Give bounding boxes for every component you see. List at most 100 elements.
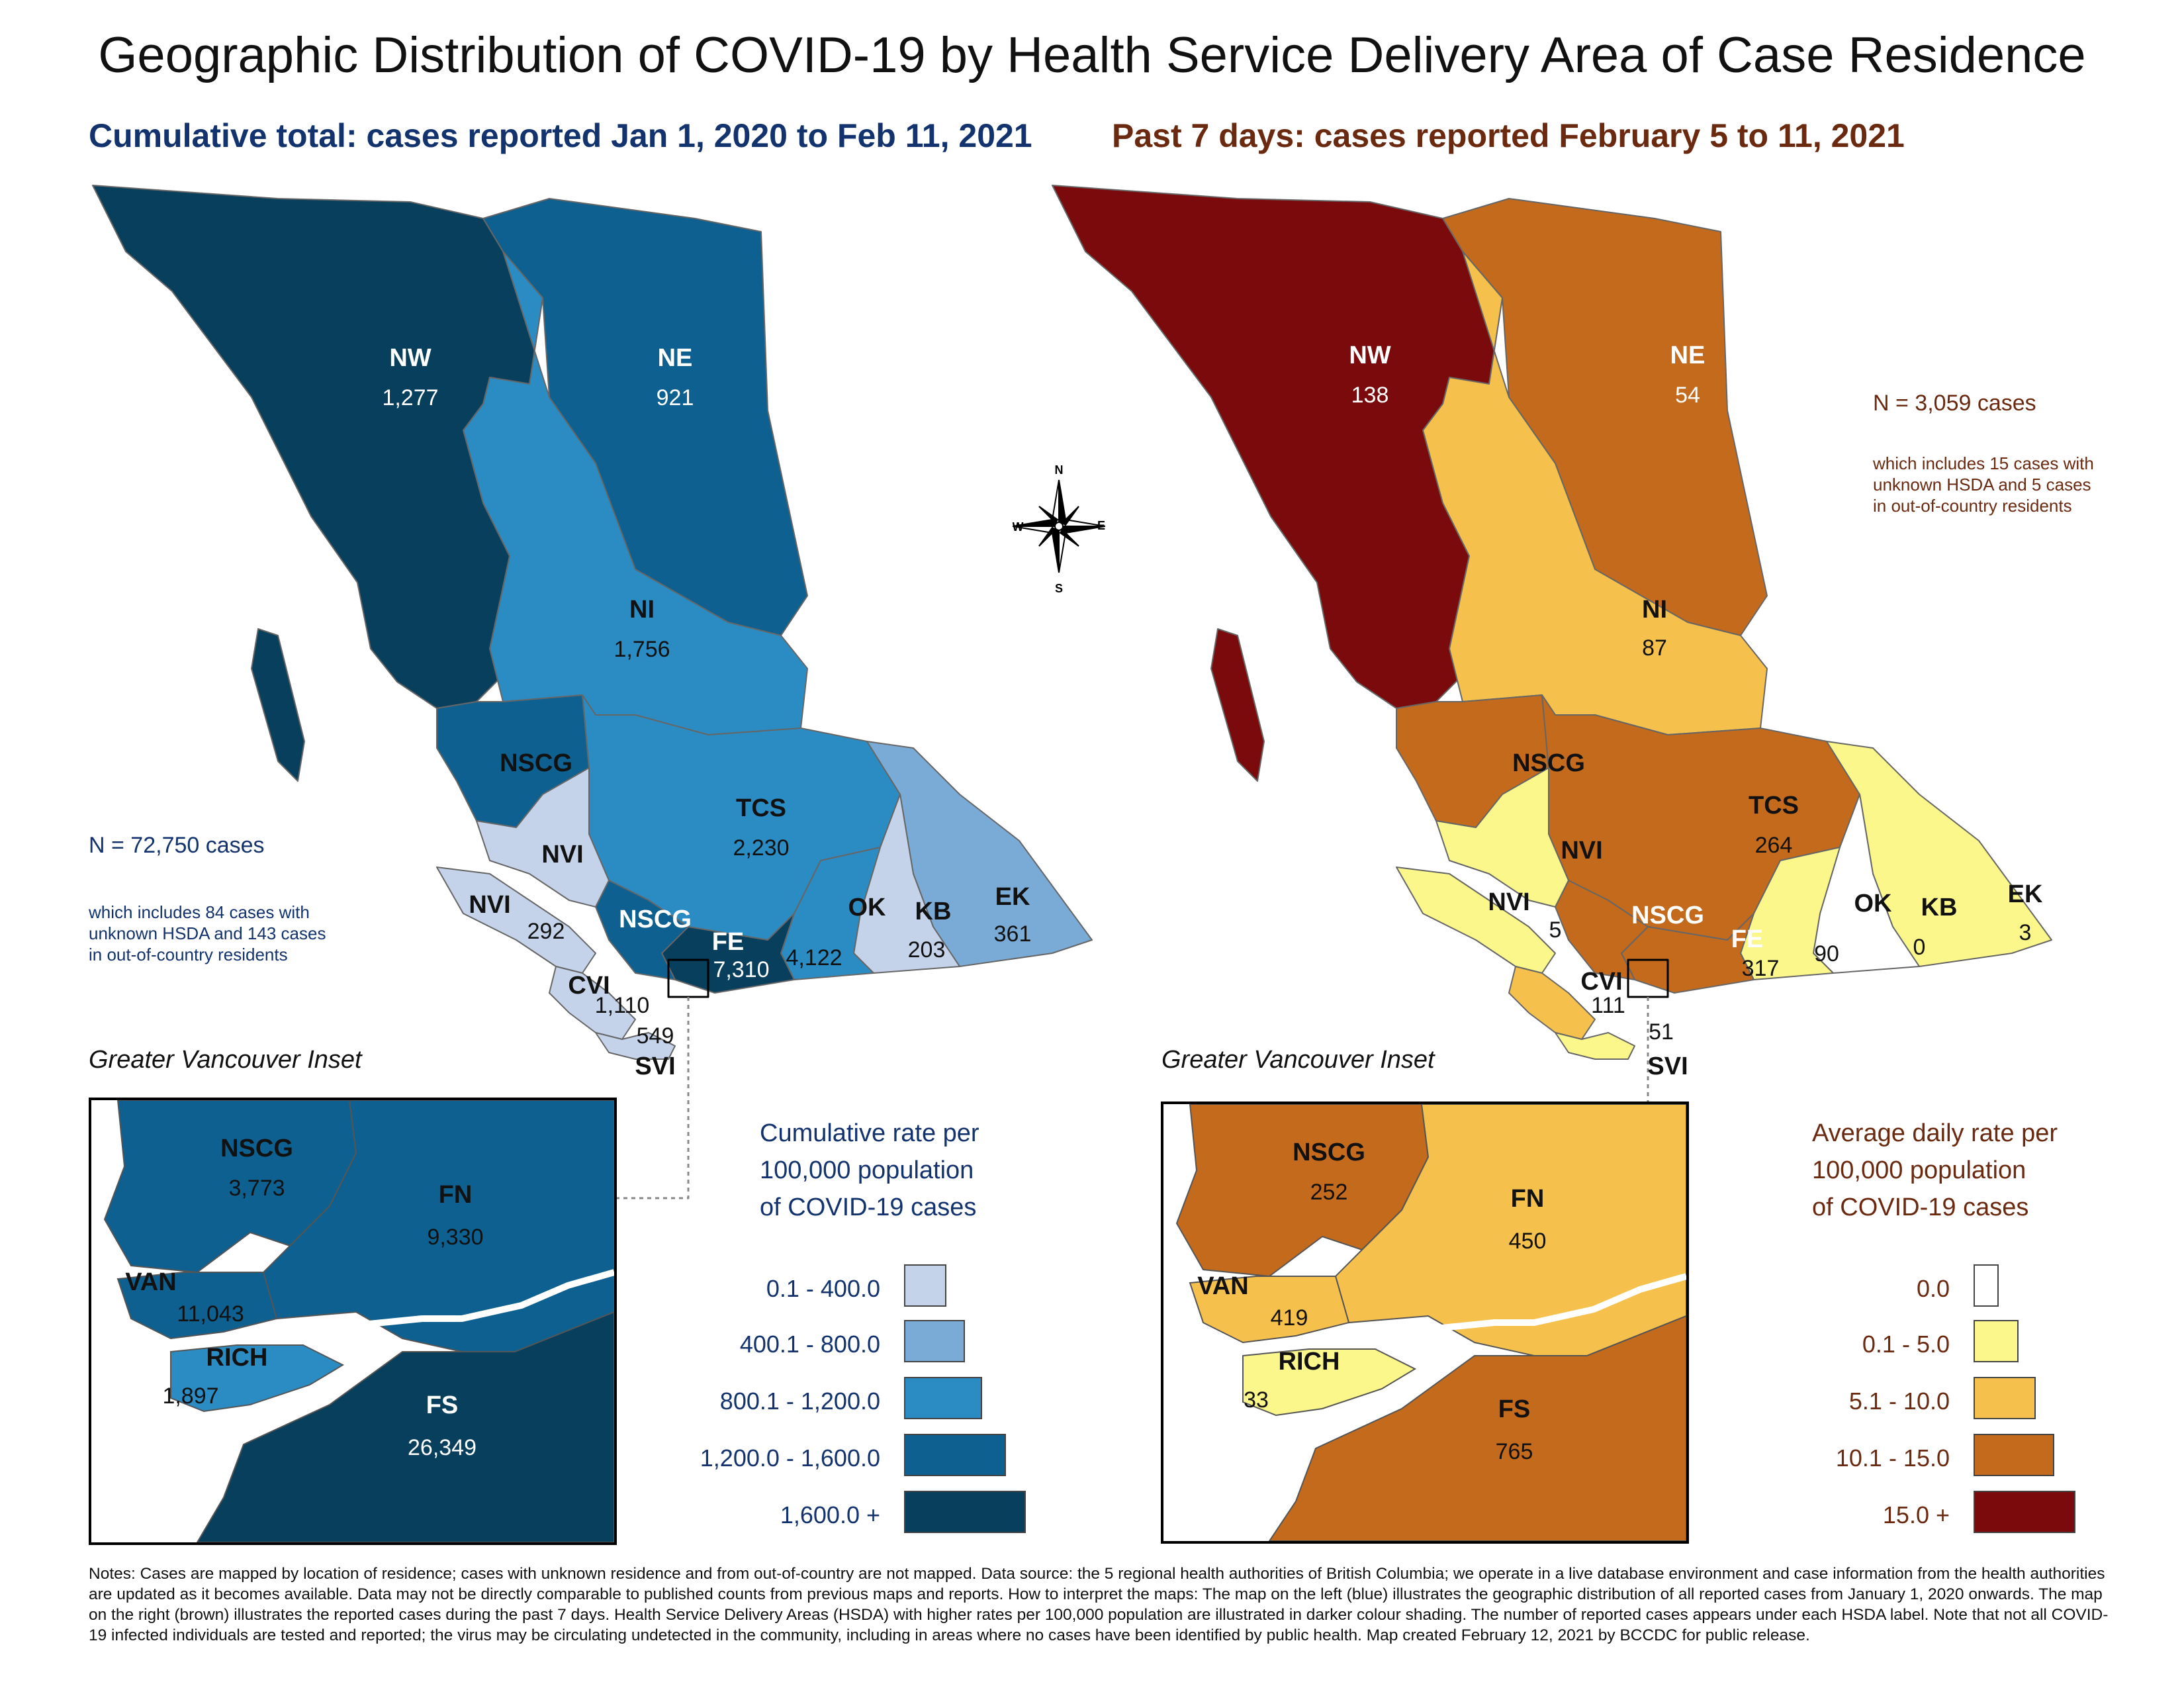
left-subtitle: Cumulative total: cases reported Jan 1, … (89, 117, 1032, 154)
left-label-NSCG-south: NSCG (619, 906, 692, 933)
left-value-KB: 203 (907, 937, 946, 962)
right-label-EK: EK (2007, 880, 2043, 908)
right-map (1052, 185, 2052, 1199)
left-region-NW-island (251, 628, 305, 782)
left-value-TCS: 2,230 (733, 835, 790, 861)
left-inset-FN (262, 1100, 614, 1352)
right-label-NSCG-north: NSCG (1512, 749, 1585, 777)
right-label-FE: FE (1731, 925, 1764, 953)
left-label-NVI-mainland: NVI (541, 841, 584, 868)
right-legend-swatch (1974, 1377, 2036, 1419)
right-inset-value-NSCG: 252 (1310, 1180, 1348, 1205)
right-region-NSCG-south (1555, 880, 1649, 980)
right-legend-swatch (1974, 1434, 2054, 1476)
left-region-NVI-mainland (476, 767, 610, 908)
left-legend-title-line: Cumulative rate per (760, 1119, 979, 1147)
left-inset-RICH (170, 1344, 345, 1413)
left-inset-FS (196, 1311, 614, 1542)
right-value-CVI: 111 (1591, 993, 1625, 1018)
compass-n: N (1055, 463, 1064, 477)
right-inset: NSCG 252 FN 450 VAN 419 RICH 33 FS 765 (1161, 1102, 1689, 1544)
left-region-SVI (595, 1032, 676, 1060)
right-legend-swatch (1974, 1264, 1999, 1307)
right-inset-FS (1268, 1315, 1686, 1541)
left-inset-value-FN: 9,330 (427, 1225, 484, 1250)
left-n-note-line: unknown HSDA and 143 cases (89, 923, 326, 943)
right-inset-VAN (1189, 1276, 1350, 1344)
left-label-NSCG-north: NSCG (500, 749, 572, 777)
compass-e: E (1097, 519, 1105, 532)
right-inset-value-VAN: 419 (1270, 1305, 1308, 1331)
left-label-NI: NI (629, 596, 655, 624)
right-n-note-line: unknown HSDA and 5 cases (1873, 475, 2091, 494)
right-legend-label: 10.1 - 15.0 (1835, 1444, 1950, 1472)
left-label-TCS: TCS (736, 794, 786, 822)
left-legend-title: Cumulative rate per 100,000 population o… (760, 1115, 979, 1226)
left-label-FE: FE (711, 928, 745, 956)
left-inset-river (91, 1269, 614, 1355)
left-legend-swatch (904, 1491, 1026, 1533)
left-value-NW: 1,277 (382, 385, 439, 410)
right-label-NE: NE (1670, 342, 1706, 369)
left-inset: NSCG 3,773 FN 9,330 VAN 11,043 RICH 1,89… (89, 1098, 617, 1545)
left-inset-label-FS: FS (426, 1391, 459, 1419)
right-label-CVI: CVI (1580, 968, 1623, 996)
footnotes: Notes: Cases are mapped by location of r… (89, 1565, 2109, 1644)
right-label-NVI-island: NVI (1488, 888, 1530, 916)
right-inset-value-FN: 450 (1508, 1229, 1547, 1254)
right-label-SVI: SVI (1647, 1053, 1688, 1080)
right-value-TCS: 264 (1754, 833, 1793, 858)
left-value-NE: 921 (656, 385, 694, 410)
right-label-NW: NW (1349, 342, 1391, 369)
right-n-note-line: in out-of-country residents (1873, 496, 2072, 516)
left-label-KB: KB (915, 898, 952, 925)
left-legend-label: 1,600.0 + (780, 1501, 880, 1528)
left-legend-swatch (904, 1320, 965, 1362)
left-label-NE: NE (657, 344, 693, 372)
right-value-NVI: 5 (1549, 917, 1562, 943)
right-inset-FN (1334, 1104, 1686, 1356)
left-n-note: which includes 84 cases with unknown HSD… (89, 902, 326, 965)
right-region-NVI-mainland (1435, 767, 1569, 908)
left-label-EK: EK (995, 883, 1030, 911)
left-inset-value-VAN: 11,043 (177, 1301, 244, 1327)
right-legend-title: Average daily rate per 100,000 populatio… (1812, 1115, 2058, 1226)
right-value-SVI: 51 (1649, 1019, 1674, 1045)
left-label-NW: NW (389, 344, 432, 372)
right-n-note: which includes 15 cases with unknown HSD… (1873, 453, 2094, 516)
left-legend-label: 0.1 - 400.0 (766, 1275, 880, 1302)
left-legend-swatch (904, 1434, 1006, 1476)
right-legend-label: 0.1 - 5.0 (1862, 1331, 1950, 1358)
right-legend-swatch (1974, 1320, 2019, 1362)
left-value-NI: 1,756 (614, 637, 670, 662)
left-label-CVI: CVI (568, 972, 610, 1000)
map-title: Geographic Distribution of COVID-19 by H… (98, 27, 2086, 83)
left-value-EK: 361 (993, 921, 1032, 947)
right-value-OK: 90 (1814, 941, 1839, 966)
left-legend-swatch (904, 1377, 982, 1419)
right-label-KB: KB (1921, 894, 1958, 921)
right-inset-title: Greater Vancouver Inset (1161, 1046, 1435, 1074)
right-legend-title-line: Average daily rate per (1812, 1119, 2058, 1147)
right-inset-label-NSCG: NSCG (1293, 1139, 1365, 1166)
left-n-note-line: which includes 84 cases with (89, 902, 310, 922)
left-legend-title-line: 100,000 population (760, 1156, 974, 1184)
right-label-OK: OK (1854, 890, 1892, 917)
left-n-note-line: in out-of-country residents (89, 945, 288, 964)
right-region-SVI (1555, 1032, 1635, 1060)
right-n-note-line: which includes 15 cases with (1873, 453, 2094, 473)
left-inset-label-FN: FN (438, 1181, 473, 1209)
left-inset-title: Greater Vancouver Inset (89, 1046, 362, 1074)
right-inset-label-VAN: VAN (1197, 1272, 1249, 1300)
right-region-NW-island (1210, 628, 1265, 782)
left-region-NSCG-south (595, 880, 689, 980)
left-map (92, 185, 1093, 1199)
left-legend-label: 400.1 - 800.0 (739, 1331, 880, 1358)
compass-w: W (1013, 520, 1024, 534)
compass-s: S (1055, 582, 1063, 595)
compass-rose-icon: N S E W (1013, 463, 1105, 595)
right-legend-title-line: of COVID-19 cases (1812, 1194, 2029, 1221)
left-value-FE: 7,310 (713, 957, 770, 982)
right-inset-RICH (1242, 1348, 1417, 1417)
